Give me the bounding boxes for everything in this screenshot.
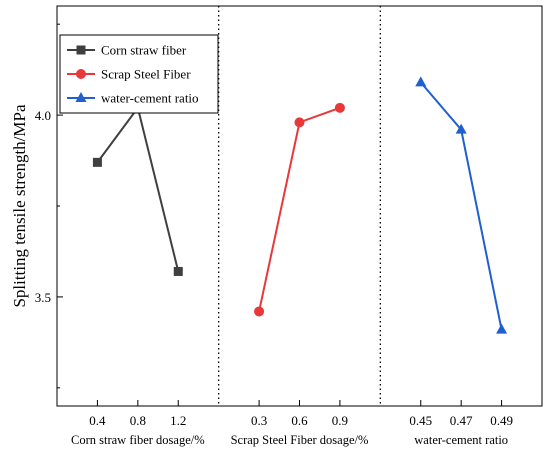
data-point xyxy=(92,157,102,167)
x-axis: 0.4 0.8 1.2 Corn straw fiber dosage/% 0.3 0.6… xyxy=(71,400,513,447)
legend-marker xyxy=(75,92,87,102)
y-tick-label: 3.5 xyxy=(35,290,51,305)
x-group-title: Scrap Steel Fiber dosage/% xyxy=(231,433,369,447)
group-dividers xyxy=(218,6,381,406)
series-line xyxy=(258,106,341,312)
legend-label: Scrap Steel Fiber xyxy=(101,67,191,82)
data-point xyxy=(254,306,265,317)
x-group-title: water-cement ratio xyxy=(414,433,508,447)
legend-label: Corn straw fiber xyxy=(101,43,187,58)
y-axis: 3.5 4.0 xyxy=(35,23,63,389)
x-tick-label: 0.45 xyxy=(409,413,432,428)
y-axis-title: Splitting tensile strength/MPa xyxy=(10,104,29,308)
data-point xyxy=(415,76,427,87)
legend-label: water-cement ratio xyxy=(101,91,199,106)
data-point xyxy=(334,102,345,113)
legend-marker xyxy=(76,69,86,79)
x-group-title: Corn straw fiber dosage/% xyxy=(71,433,205,447)
data-point xyxy=(294,117,305,128)
y-tick-label: 4.0 xyxy=(35,108,51,123)
x-tick-label: 1.2 xyxy=(170,413,186,428)
series-line xyxy=(96,105,180,272)
legend-marker xyxy=(76,45,86,55)
x-tick-label: 0.6 xyxy=(291,413,308,428)
series-layer xyxy=(92,76,508,334)
x-tick-label: 0.8 xyxy=(130,413,146,428)
x-tick-label: 0.47 xyxy=(450,413,473,428)
data-point xyxy=(496,323,508,334)
x-tick-label: 0.9 xyxy=(332,413,348,428)
x-tick-label: 0.4 xyxy=(89,413,106,428)
legend: Corn straw fiber Scrap Steel Fiber water-c… xyxy=(59,34,219,114)
x-tick-label: 0.3 xyxy=(251,413,267,428)
data-point xyxy=(455,123,467,134)
data-point xyxy=(173,266,183,276)
series-line xyxy=(419,81,503,330)
x-tick-label: 0.49 xyxy=(490,413,513,428)
